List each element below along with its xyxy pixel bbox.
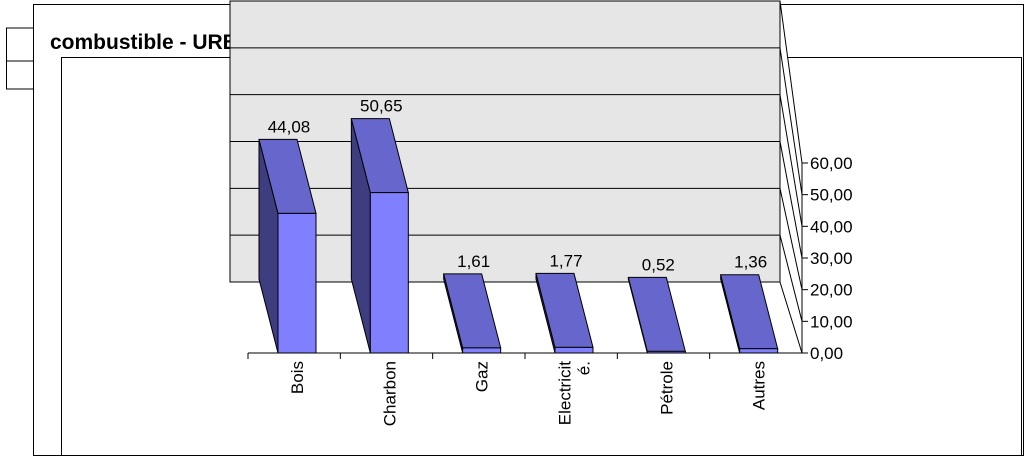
value-tick-label: 0,00 — [810, 344, 843, 363]
category-label: Autres — [750, 361, 769, 410]
gridline-side — [779, 235, 803, 322]
value-tick-label: 40,00 — [810, 217, 853, 236]
gridline-side — [779, 141, 803, 259]
gridlines — [230, 47, 803, 322]
gridline-side — [779, 94, 803, 227]
value-tick-label: 20,00 — [810, 281, 853, 300]
category-label: Charbon — [380, 361, 399, 426]
bar — [535, 272, 594, 354]
value-axis: 0,00 10,00 20,00 30,00 40,00 50,00 60,00 — [247, 154, 853, 363]
bar-front — [462, 347, 502, 354]
data-label: 50,65 — [360, 97, 403, 116]
bar-front — [369, 192, 409, 354]
bar — [720, 274, 779, 354]
category-label: Bois — [288, 361, 307, 394]
bar-front — [277, 212, 317, 354]
value-tick-label: 30,00 — [810, 249, 853, 268]
data-label: 1,36 — [734, 253, 767, 272]
value-tick-label: 50,00 — [810, 186, 853, 205]
bar-front — [646, 350, 686, 354]
bar — [350, 118, 409, 354]
bars — [258, 118, 779, 354]
cell-lines — [6, 27, 33, 90]
bar-front — [739, 348, 779, 354]
data-label: 0,52 — [642, 255, 675, 274]
category-label: Electricité. — [556, 361, 594, 426]
bar — [258, 138, 317, 354]
gridline-side — [779, 47, 803, 195]
data-label: 1,61 — [457, 252, 490, 271]
category-label: Pétrole — [657, 361, 676, 415]
gridline-side — [779, 188, 803, 290]
category-labels: Bois Charbon Gaz Electricité. Pétrole Autres — [288, 361, 769, 426]
data-labels: 44,08 50,65 1,61 1,77 0,52 1,36 — [268, 97, 767, 275]
bar — [443, 273, 502, 354]
data-label: 1,77 — [549, 251, 582, 270]
value-tick-label: 10,00 — [810, 312, 853, 331]
data-label: 44,08 — [268, 117, 311, 136]
category-label: Gaz — [473, 361, 492, 392]
bar — [627, 276, 686, 354]
value-tick-label: 60,00 — [810, 154, 853, 173]
chart-title: combustible - URBAIN — [50, 31, 274, 54]
bar-front — [554, 346, 594, 354]
